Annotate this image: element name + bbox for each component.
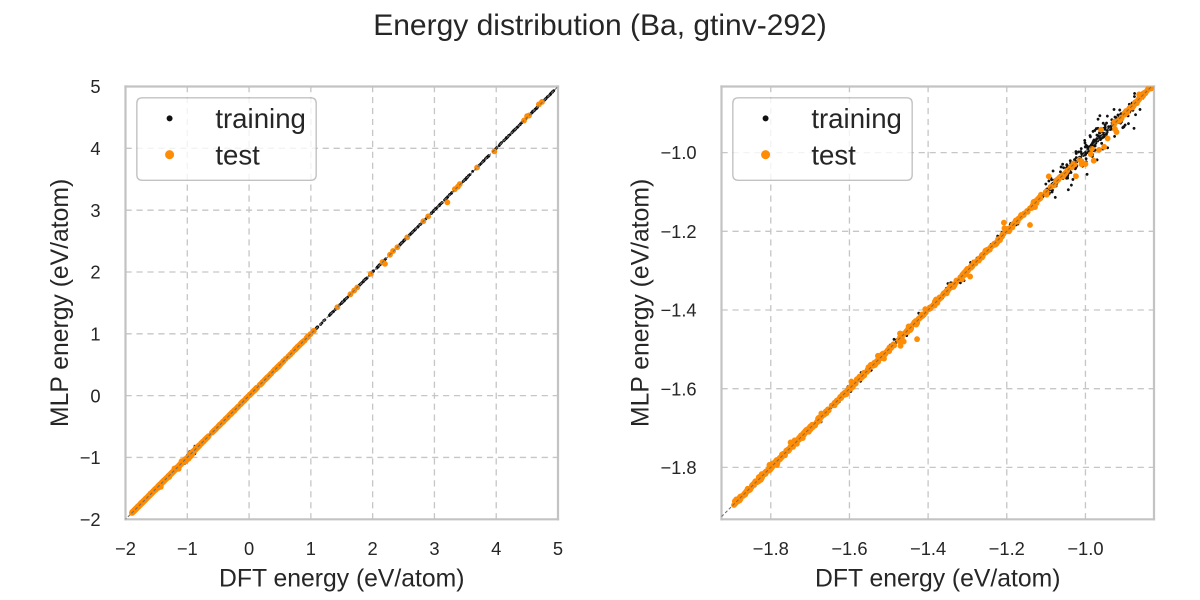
svg-text:DFT energy (eV/atom): DFT energy (eV/atom) — [815, 566, 1060, 593]
svg-text:MLP energy (eV/atom): MLP energy (eV/atom) — [628, 179, 655, 427]
svg-text:3: 3 — [429, 538, 439, 559]
svg-text:−1: −1 — [80, 447, 101, 468]
svg-text:training: training — [811, 103, 902, 134]
svg-text:MLP energy (eV/atom): MLP energy (eV/atom) — [47, 179, 74, 427]
svg-text:2: 2 — [368, 538, 378, 559]
svg-text:3: 3 — [90, 200, 100, 221]
svg-text:training: training — [215, 103, 306, 134]
svg-text:Energy distribution (Ba, gtinv: Energy distribution (Ba, gtinv-292) — [373, 9, 827, 42]
svg-text:2: 2 — [90, 262, 100, 283]
svg-text:4: 4 — [90, 138, 100, 159]
svg-text:−1.2: −1.2 — [660, 221, 696, 242]
svg-text:−1.8: −1.8 — [660, 457, 696, 478]
svg-text:1: 1 — [306, 538, 316, 559]
svg-text:−1.6: −1.6 — [660, 378, 696, 399]
svg-text:−2: −2 — [80, 509, 101, 530]
svg-text:5: 5 — [90, 76, 100, 97]
svg-text:−1.8: −1.8 — [753, 538, 789, 559]
svg-text:DFT energy (eV/atom): DFT energy (eV/atom) — [219, 566, 464, 593]
svg-text:4: 4 — [491, 538, 501, 559]
svg-text:−1.4: −1.4 — [910, 538, 946, 559]
svg-text:0: 0 — [90, 385, 100, 406]
svg-text:−1.0: −1.0 — [1067, 538, 1103, 559]
svg-text:5: 5 — [553, 538, 563, 559]
svg-text:1: 1 — [90, 323, 100, 344]
svg-text:test: test — [811, 139, 856, 170]
svg-text:0: 0 — [244, 538, 254, 559]
svg-text:−1.2: −1.2 — [989, 538, 1025, 559]
svg-text:−1.6: −1.6 — [831, 538, 867, 559]
svg-text:−1.0: −1.0 — [660, 142, 696, 163]
svg-text:−1.4: −1.4 — [660, 300, 696, 321]
svg-text:−2: −2 — [115, 538, 136, 559]
svg-text:−1: −1 — [177, 538, 198, 559]
svg-text:test: test — [215, 139, 260, 170]
